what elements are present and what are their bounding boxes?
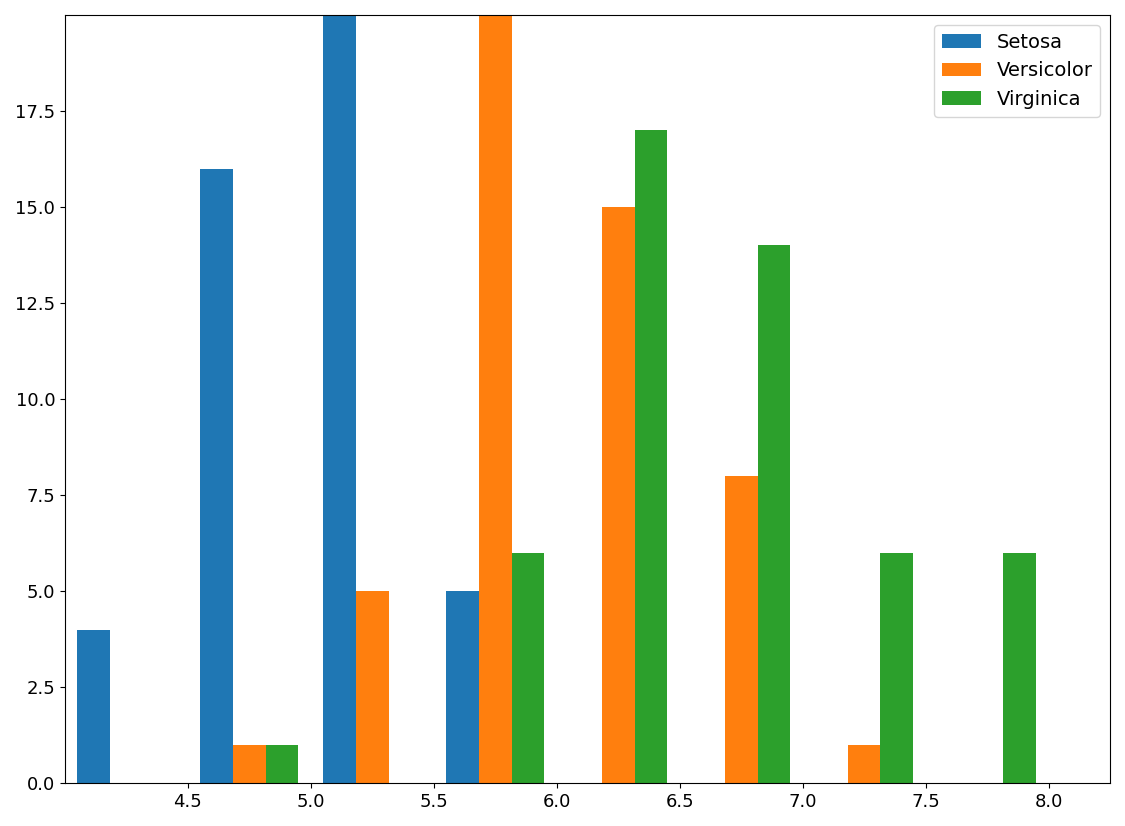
Bar — [233, 745, 266, 783]
Bar — [323, 0, 356, 783]
Bar — [881, 553, 914, 783]
Bar — [446, 591, 479, 783]
Bar — [78, 629, 110, 783]
Bar — [602, 207, 634, 783]
Bar — [847, 745, 881, 783]
Bar — [757, 245, 790, 783]
Bar — [634, 131, 667, 783]
Bar — [200, 169, 233, 783]
Bar — [512, 553, 544, 783]
Legend: Setosa, Versicolor, Virginica: Setosa, Versicolor, Virginica — [934, 25, 1100, 116]
Bar — [479, 15, 512, 783]
Bar — [356, 591, 388, 783]
Bar — [1004, 553, 1036, 783]
Bar — [724, 476, 757, 783]
Bar — [266, 745, 298, 783]
